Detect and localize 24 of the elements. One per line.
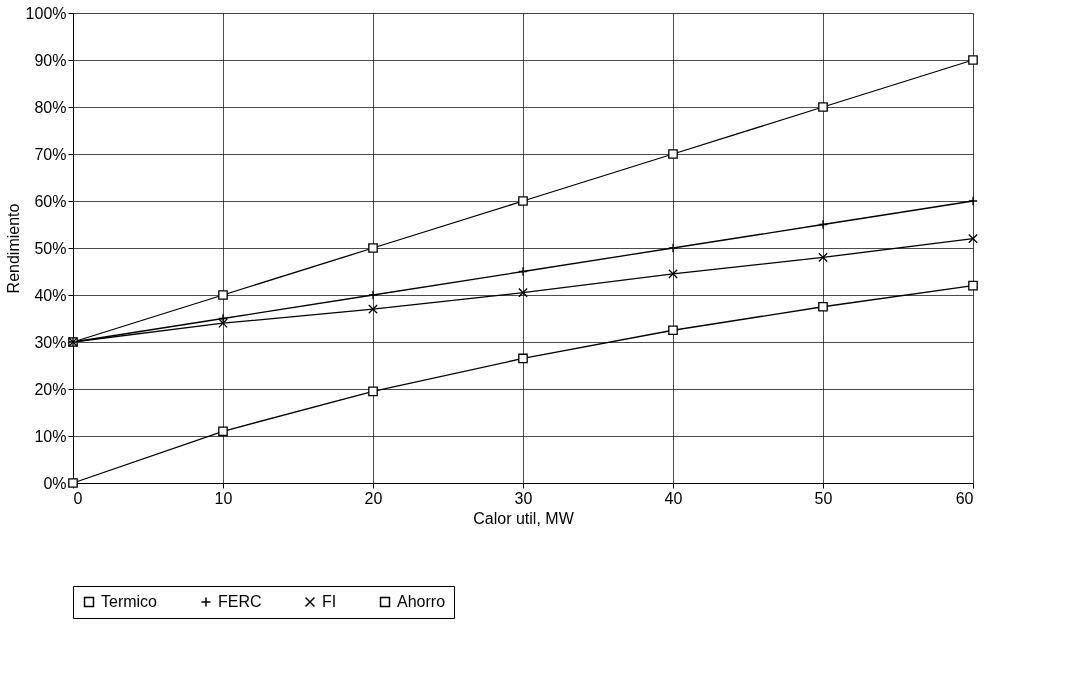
y-tick-label: 60% (34, 192, 67, 210)
x-tick-label: 60 (955, 489, 974, 507)
legend-label: FI (322, 593, 337, 610)
legend-label: Ahorro (397, 593, 446, 610)
x-tick-label: 0 (73, 489, 83, 507)
y-tick-label: 0% (43, 474, 67, 492)
y-tick-label: 70% (34, 145, 67, 163)
x-tick-label: 30 (514, 489, 533, 507)
legend-label: Termico (101, 593, 158, 610)
x-tick-label: 40 (664, 489, 683, 507)
y-tick-label: 40% (34, 286, 67, 304)
y-axis-title: Rendimiento (4, 203, 22, 294)
x-tick-label: 20 (364, 489, 383, 507)
legend-label: FERC (218, 593, 262, 610)
y-tick-label: 80% (34, 98, 67, 116)
x-axis-title: Calor util, MW (473, 509, 575, 527)
y-tick-label: 100% (25, 4, 67, 22)
x-tick-label: 10 (214, 489, 233, 507)
y-tick-label: 50% (34, 239, 67, 257)
y-tick-label: 30% (34, 333, 67, 351)
y-tick-label: 10% (34, 427, 67, 445)
y-tick-label: 20% (34, 380, 67, 398)
x-tick-label: 50 (814, 489, 833, 507)
y-tick-label: 90% (34, 51, 67, 69)
